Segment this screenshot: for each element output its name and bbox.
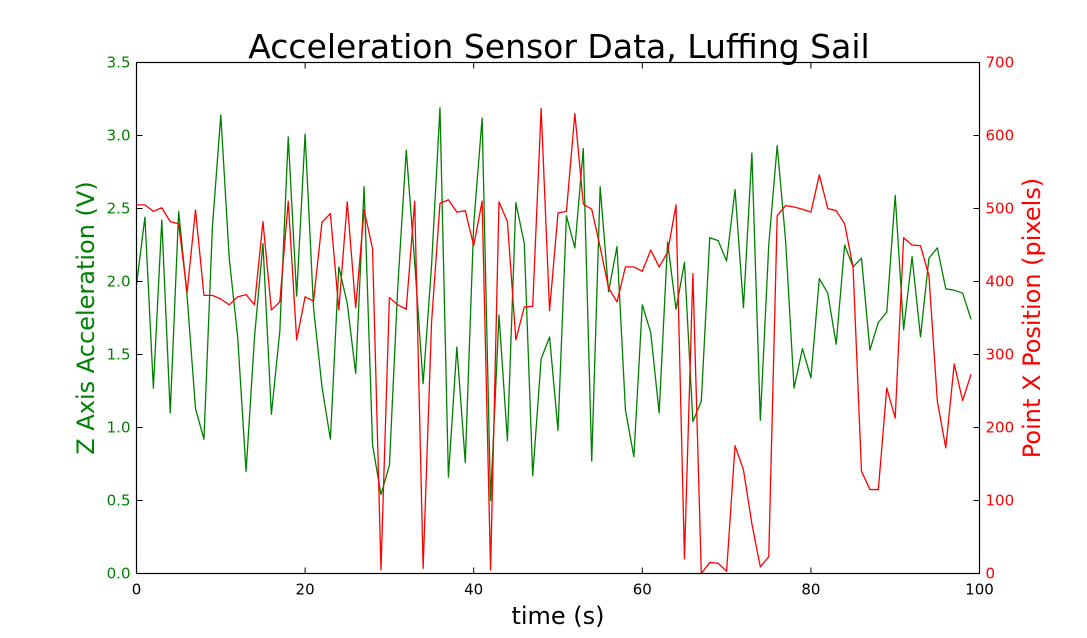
series-layer [135,107,972,575]
series-line-acceleration [135,107,972,502]
y-left-tick-label: 3.0 [107,127,131,145]
y-left-tick-label: 3.5 [107,54,131,72]
x-tick-label: 60 [633,581,652,599]
y-left-axis-label: Z Axis Acceleration (V) [72,181,100,454]
x-tick-label: 0 [132,581,142,599]
y-left-tick-label: 1.0 [107,419,131,437]
x-tick-label: 40 [464,581,483,599]
y-right-tick-label: 200 [986,419,1015,437]
y-left-tick-label: 0.5 [107,492,131,510]
y-right-tick-label: 500 [986,200,1015,218]
y-left-tick-label: 2.0 [107,273,131,291]
y-right-tick-label: 100 [986,492,1015,510]
x-tick-label: 20 [296,581,315,599]
y-right-tick-label: 700 [986,54,1015,72]
y-right-tick-label: 400 [986,273,1015,291]
x-tick-label: 100 [965,581,994,599]
y-left-tick-label: 2.5 [107,200,131,218]
y-right-tick-label: 0 [986,565,996,583]
y-right-tick-label: 600 [986,127,1015,145]
y-left-tick-label: 1.5 [107,346,131,364]
y-left-tick-label: 0.0 [107,565,131,583]
x-axis-label: time (s) [511,602,604,630]
plot-frame [135,61,981,575]
ticks-layer: 0 20 40 60 80 1000.00.51.01.52.02.53.03.50100… [107,54,1015,599]
y-right-axis-label: Point X Position (pixels) [1018,178,1046,458]
x-tick-label: 80 [801,581,820,599]
y-right-tick-label: 300 [986,346,1015,364]
chart-title: Acceleration Sensor Data, Luffing Sail [248,27,869,66]
series-line-position [136,107,972,575]
